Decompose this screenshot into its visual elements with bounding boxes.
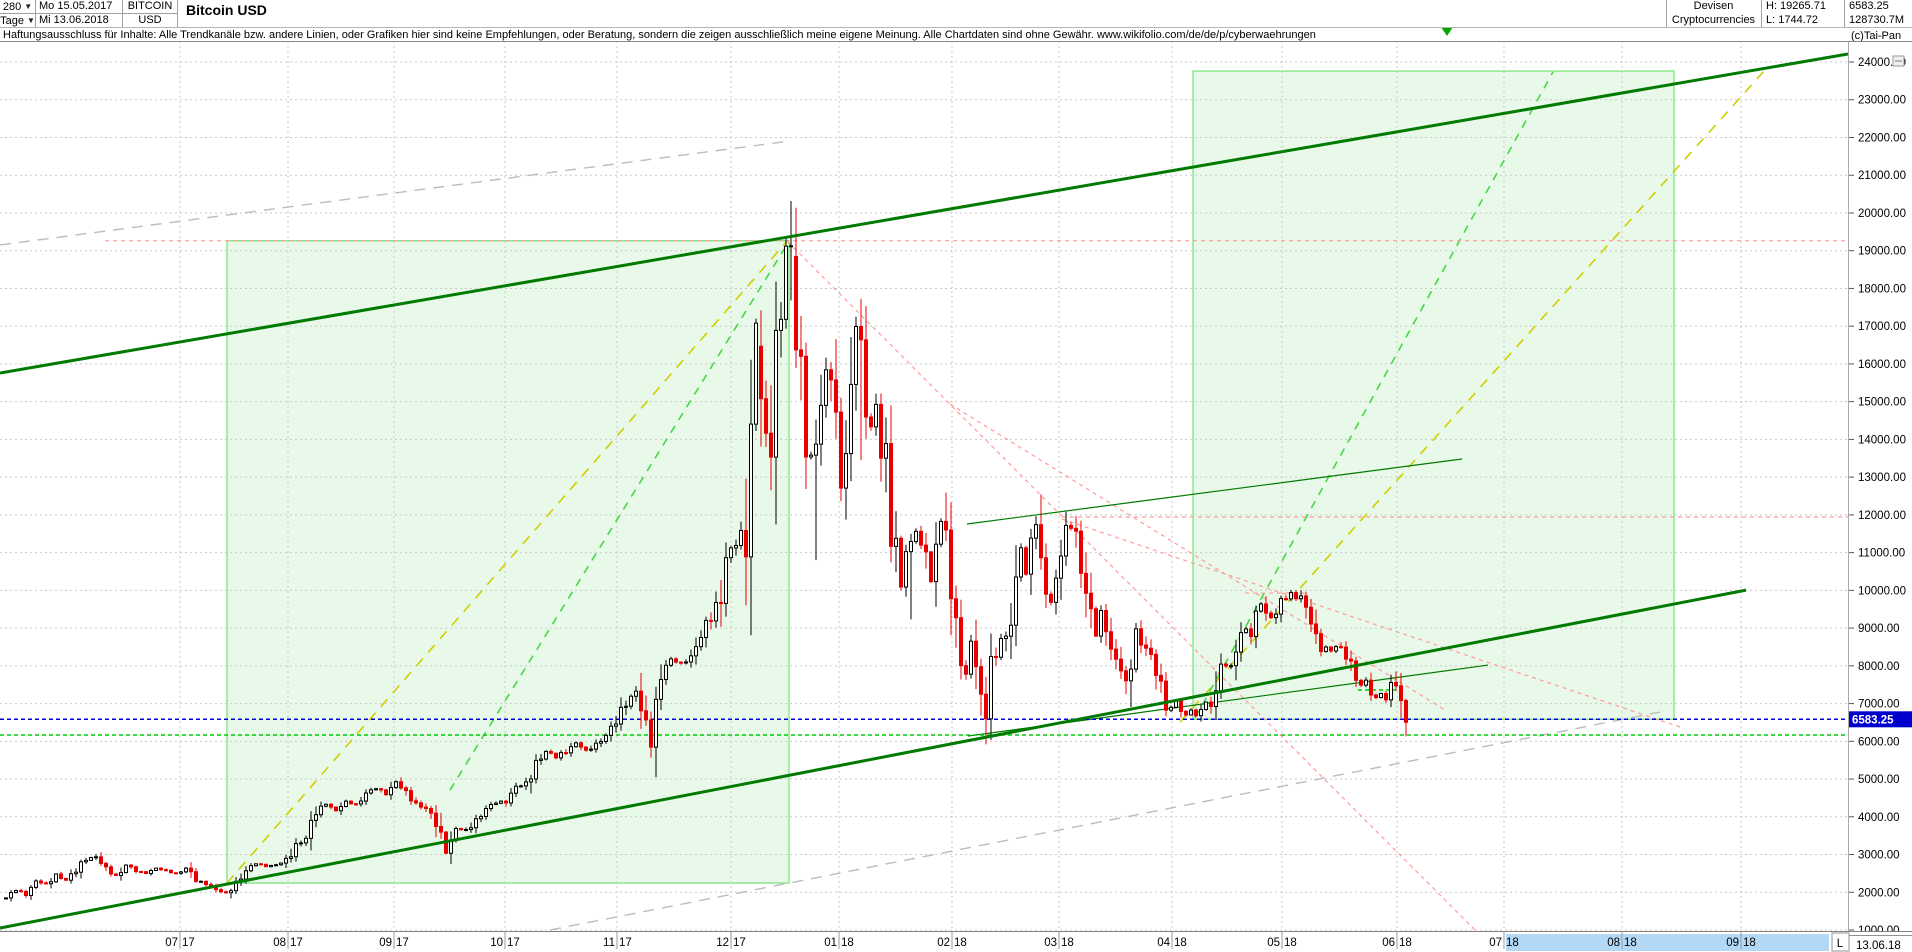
year-axis-label: 17 [290,937,303,949]
year-axis-label: 18 [1061,937,1074,949]
svg-text:22000.00: 22000.00 [1858,132,1906,144]
green-triangle-marker [1441,27,1453,36]
month-axis-label: 02 [937,937,950,949]
category-line2: Cryptocurrencies [1666,14,1760,28]
svg-text:9000.00: 9000.00 [1858,623,1900,635]
year-axis-label: 18 [1506,937,1519,949]
scrollbar-end-button[interactable] [1831,932,1850,952]
month-axis-label: 08 [1607,937,1620,949]
svg-text:23000.00: 23000.00 [1858,95,1906,107]
svg-text:18000.00: 18000.00 [1858,283,1906,295]
svg-text:19000.00: 19000.00 [1858,246,1906,258]
shaded-regions [226,70,1675,884]
svg-text:2000.00: 2000.00 [1858,887,1900,899]
year-axis-label: 18 [1399,937,1412,949]
month-axis-label: 12 [716,937,729,949]
chart-end-date: Mi 13.06.2018 [36,14,123,28]
category-line1: Devisen [1666,0,1760,14]
year-axis-label: 18 [954,937,967,949]
date-axis: 07 17 08 17 09 17 10 17 11 17 12 17 01 18 02 18 03 18 04 18… [0,931,1912,952]
chevron-down-icon: ▼ [24,2,33,11]
year-axis-label: 17 [507,937,520,949]
disclaimer-text: Haftungsausschluss für Inhalte: Alle Tre… [3,29,1316,41]
svg-text:12000.00: 12000.00 [1858,510,1906,522]
svg-text:10000.00: 10000.00 [1858,585,1906,597]
month-axis-label: 03 [1044,937,1057,949]
svg-text:L: L [1837,938,1844,950]
svg-text:14000.00: 14000.00 [1858,434,1906,446]
svg-text:6000.00: 6000.00 [1858,736,1900,748]
bars-count-dropdown[interactable]: 280 ▼ [0,0,36,14]
projection-box-2018 [1192,70,1675,721]
month-axis-label: 09 [379,937,392,949]
svg-text:16000.00: 16000.00 [1858,359,1906,371]
feb-fan-down [949,403,1446,711]
period-high-value: H: 19265.71 [1761,0,1843,14]
month-axis-label: 05 [1267,937,1280,949]
svg-text:20000.00: 20000.00 [1858,208,1906,220]
mint-fan-2018 [1194,71,1554,719]
month-axis-label: 06 [1382,937,1395,949]
svg-text:11000.00: 11000.00 [1858,548,1905,560]
timeline-scrollbar-thumb[interactable] [1506,934,1829,951]
svg-text:3000.00: 3000.00 [1858,850,1900,862]
svg-text:4000.00: 4000.00 [1858,812,1900,824]
year-axis-label: 18 [841,937,854,949]
month-axis-label: 07 [1489,937,1502,949]
price-axis: 24000.0023000.0022000.0021000.0020000.00… [1848,41,1912,952]
symbol-currency: USD [123,14,178,28]
year-axis-label: 17 [396,937,409,949]
svg-text:13000.00: 13000.00 [1858,472,1906,484]
yellow-fan-2018 [1179,69,1766,723]
gray-parallel-upper [0,140,791,246]
year-axis-label: 17 [619,937,632,949]
year-axis-label: 18 [1743,937,1756,949]
candles-layer [4,201,1408,902]
ath-fan-down [787,241,1476,931]
trend-channel [0,52,1849,930]
last-price-axis-badge [1849,711,1912,728]
svg-text:15000.00: 15000.00 [1858,397,1906,409]
year-axis-label: 17 [182,937,195,949]
svg-text:6583.25: 6583.25 [1852,714,1894,726]
upper-channel-line [0,52,1849,375]
lower-channel-line [0,588,1747,930]
measured-move-box-2017 [226,239,790,884]
chart-start-date: Mo 15.05.2017 [36,0,123,14]
axis-end-date-label: 13.06.18 [1856,940,1901,952]
month-axis-label: 08 [273,937,286,949]
svg-text:17000.00: 17000.00 [1858,321,1906,333]
volume-value: 128730.7M [1844,14,1912,28]
resistance-thin-green [966,458,1463,525]
svg-text:21000.00: 21000.00 [1858,170,1906,182]
chevron-down-icon: ▼ [27,16,35,25]
month-axis-label: 11 [603,937,615,949]
month-axis-label: 04 [1157,937,1170,949]
yellow-fan-2017 [226,239,789,884]
copyright-label: (c)Tai-Pan [1851,30,1902,42]
svg-text:5000.00: 5000.00 [1858,774,1900,786]
page-title: Bitcoin USD [186,2,267,18]
trendlines [0,69,1848,931]
month-axis-label: 10 [490,937,503,949]
month-axis-label: 01 [824,937,837,949]
year-axis-label: 17 [733,937,746,949]
period-dropdown[interactable]: Tage ▼ [0,14,36,28]
last-price-value: 6583.25 [1844,0,1912,14]
svg-text:8000.00: 8000.00 [1858,661,1900,673]
header-divider [0,27,1912,28]
symbol-name: BITCOIN [123,0,178,14]
gridlines [0,41,1848,931]
year-axis-label: 18 [1624,937,1637,949]
period-low-value: L: 1744.72 [1761,14,1843,28]
disclaimer-divider [0,41,1912,42]
year-axis-label: 18 [1284,937,1297,949]
year-axis-label: 18 [1174,937,1187,949]
svg-text:7000.00: 7000.00 [1858,699,1900,711]
month-axis-label: 07 [165,937,178,949]
mint-fan-2017 [449,242,789,791]
month-axis-label: 09 [1726,937,1739,949]
